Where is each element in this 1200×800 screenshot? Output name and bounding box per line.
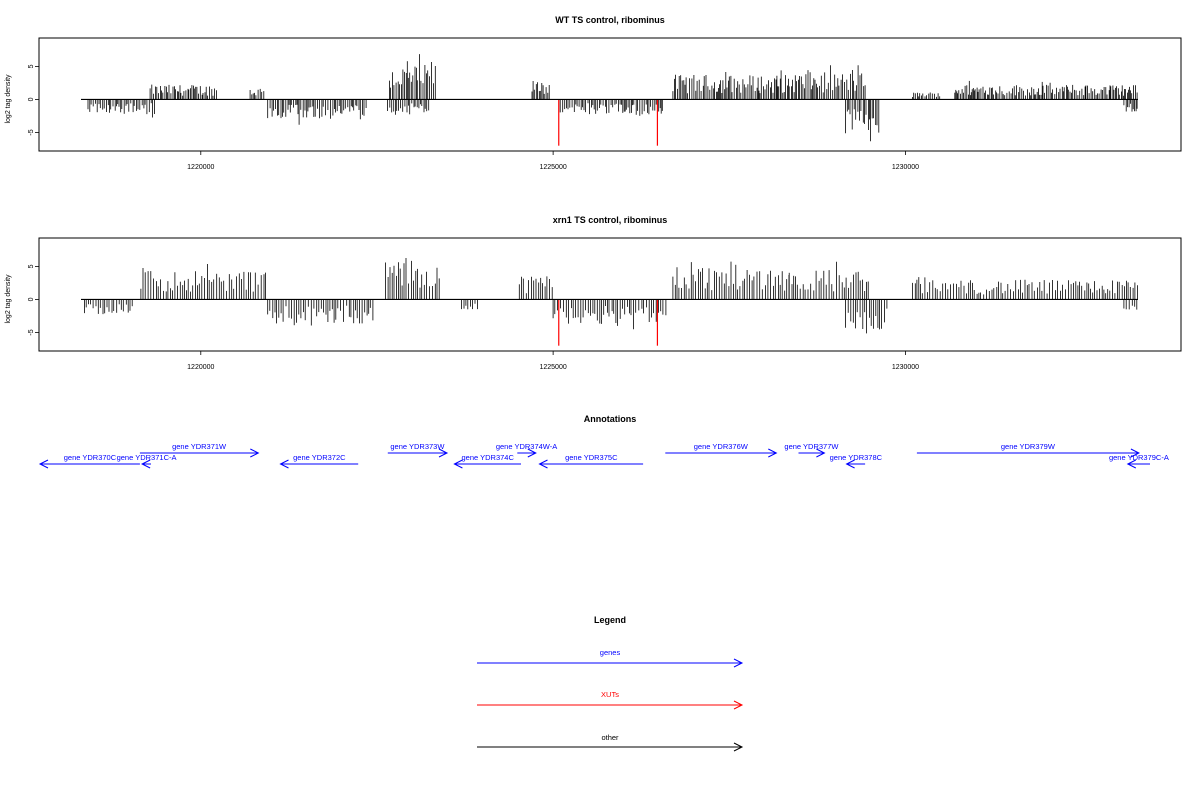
arrowhead-icon [141,459,151,469]
x-tick-label: 1230000 [892,164,919,171]
y-tick-label: 5 [28,264,35,268]
arrowhead-icon [250,448,260,458]
y-axis-label: log2 tag density [5,74,12,124]
plot-frame [38,237,1182,352]
legend-item-other: other [477,733,744,752]
annotations-title: Annotations [584,414,637,424]
plot-frame [38,37,1182,152]
x-tick-label: 1225000 [539,364,566,371]
annotation-feature: gene YDR378C [830,453,883,469]
feature-label: gene YDR374C [461,453,514,462]
feature-label: gene YDR379C-A [1109,453,1169,462]
feature-label: gene YDR379W [1001,442,1056,451]
signal-bars [87,54,1138,146]
x-tick-label: 1225000 [539,164,566,171]
legend-item-genes: genes [477,648,744,668]
arrowhead-icon [733,658,744,668]
panel-title: xrn1 TS control, ribominus [553,215,668,225]
arrowhead-icon [538,459,548,469]
arrowhead-icon [733,700,744,710]
axes: -5 0 5 1220000 1225000 1230000 [28,264,1138,371]
arrowhead-icon [438,448,449,458]
panel-title: WT TS control, ribominus [555,15,665,25]
annotation-feature: gene YDR371C-A [117,453,177,469]
legend-label: genes [600,648,621,657]
feature-label: gene YDR370C [64,453,117,462]
feature-label: gene YDR375C [565,453,618,462]
xrn1-signal-panel: xrn1 TS control, ribominus log2 tag dens… [5,215,1182,371]
arrowhead-icon [733,742,744,752]
annotation-feature: gene YDR374C [453,453,521,469]
y-tick-label: -5 [28,129,35,135]
annotation-feature: gene YDR379C-A [1109,453,1169,469]
annotation-feature: gene YDR374W-A [496,442,557,458]
feature-label: gene YDR371W [172,442,227,451]
y-tick-label: 0 [28,97,35,101]
y-tick-label: 5 [28,64,35,68]
arrowhead-icon [527,448,537,458]
annotation-feature: gene YDR376W [665,442,778,458]
feature-label: gene YDR378C [830,453,883,462]
annotation-feature: gene YDR370C [38,453,140,469]
annotation-features: gene YDR370C gene YDR371W gene YDR371C-A ge… [38,442,1169,469]
annotation-feature: gene YDR372C [279,453,359,469]
x-tick-label: 1220000 [187,364,214,371]
feature-label: gene YDR376W [694,442,749,451]
arrowhead-icon [768,448,778,458]
legend-item-xuts: XUTs [477,690,744,710]
annotation-feature: gene YDR379W [916,442,1141,458]
y-axis-label: log2 tag density [5,274,12,324]
arrowhead-icon [816,448,826,458]
x-tick-label: 1230000 [892,364,919,371]
feature-label: gene YDR373W [390,442,445,451]
feature-label: gene YDR377W [784,442,839,451]
arrowhead-icon [1126,459,1137,469]
feature-label: gene YDR372C [293,453,346,462]
signal-bars [84,258,1138,346]
legend: Legend genes XUTs other [477,615,744,752]
annotation-feature: gene YDR375C [538,453,644,469]
feature-label: gene YDR374W-A [496,442,557,451]
annotation-feature: gene YDR373W [387,442,449,458]
y-tick-label: 0 [28,297,35,301]
axes: -5 0 5 1220000 1225000 1230000 [28,64,1138,171]
wt-signal-panel: WT TS control, ribominus log2 tag densit… [5,15,1182,171]
arrowhead-icon [453,459,463,469]
y-tick-label: -5 [28,329,35,335]
annotation-feature: gene YDR371W [139,442,260,458]
arrowhead-icon [279,459,289,469]
legend-title: Legend [594,615,626,625]
arrowhead-icon [845,459,855,469]
feature-label: gene YDR371C-A [117,453,177,462]
legend-label: other [601,733,619,742]
arrowhead-icon [38,459,49,469]
x-tick-label: 1220000 [187,164,214,171]
arrowhead-icon [1130,448,1141,458]
annotation-feature: gene YDR377W [784,442,839,458]
legend-label: XUTs [601,690,619,699]
